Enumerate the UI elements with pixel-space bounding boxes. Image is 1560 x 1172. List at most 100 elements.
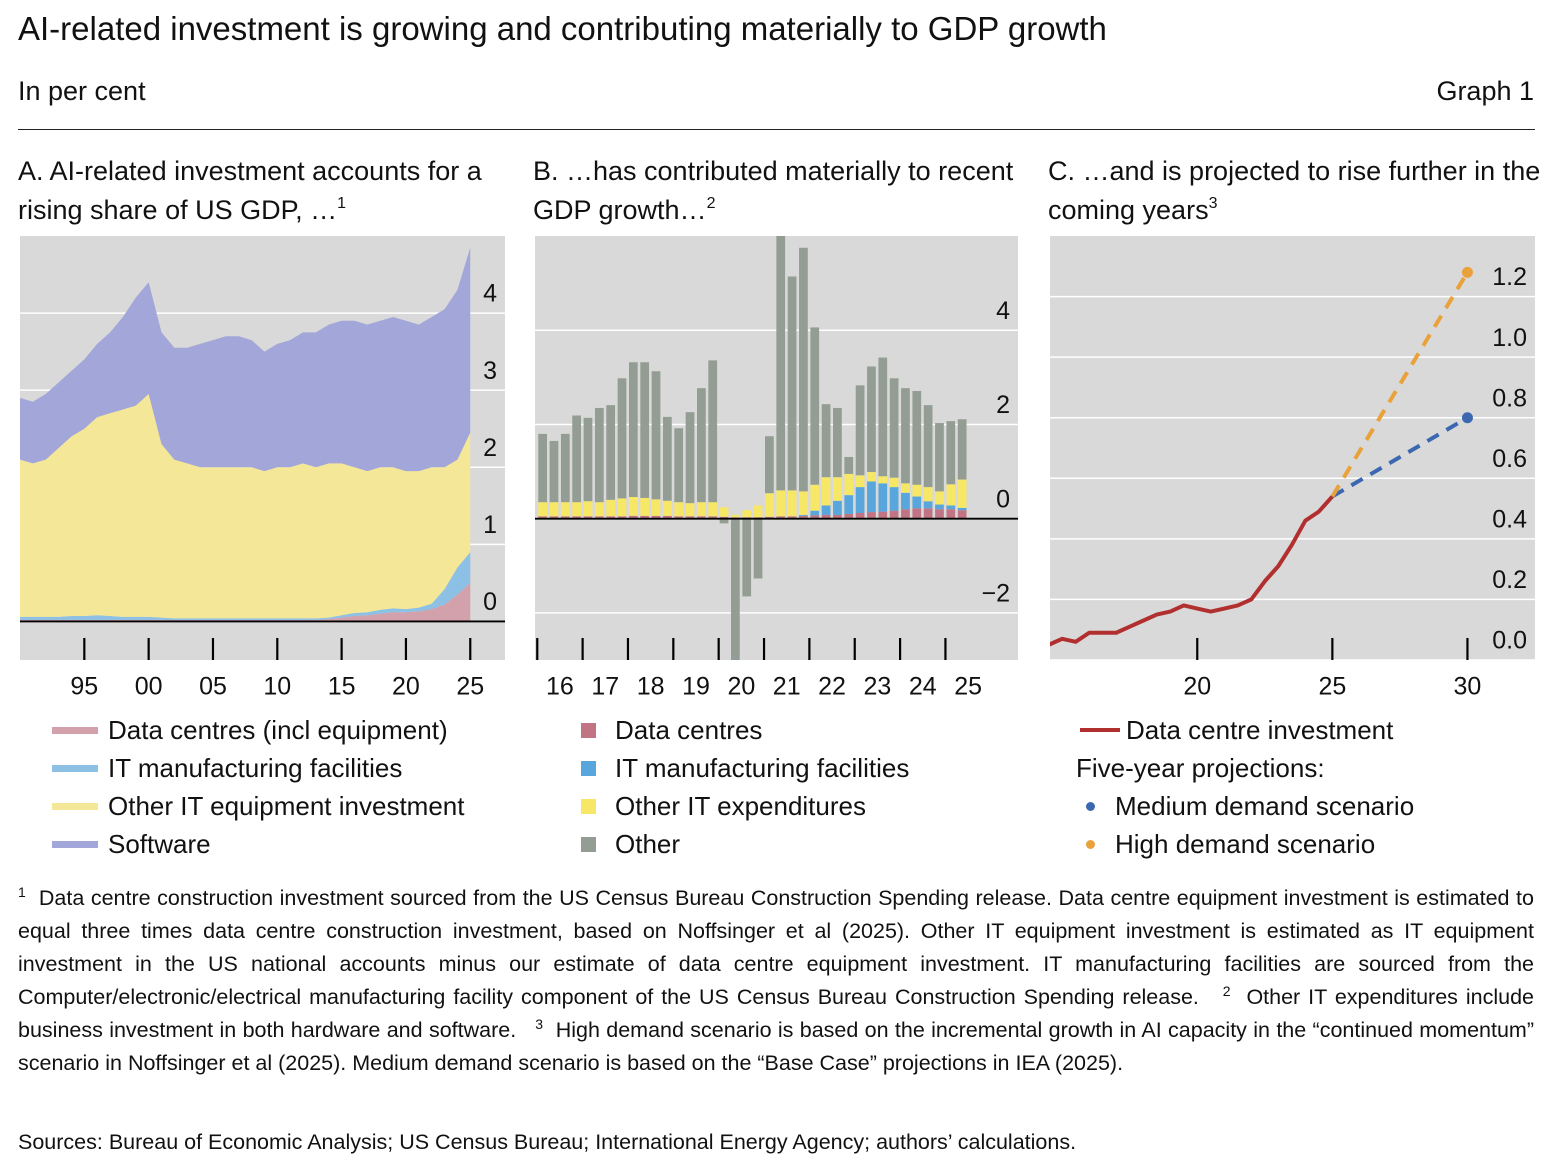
y-tick-label: 0.4: [1492, 505, 1527, 533]
bar-segment: [844, 473, 854, 496]
bar-segment: [957, 479, 967, 508]
bar-segment: [923, 501, 933, 509]
sources: Sources: Bureau of Economic Analysis; US…: [18, 1130, 1077, 1154]
bar-segment: [560, 516, 570, 519]
y-tick-label: 0.6: [1492, 445, 1527, 473]
bar-segment: [833, 500, 842, 515]
bar-segment: [799, 514, 808, 516]
bar-segment: [867, 512, 876, 519]
bar-segment: [583, 417, 593, 502]
x-tick-label: 23: [864, 673, 892, 701]
bar-segment: [697, 516, 706, 519]
bar-segment: [753, 518, 763, 579]
x-tick-label: 95: [70, 673, 98, 701]
bar-segment: [708, 502, 718, 517]
panel-title-text: A. AI-related investment accounts for a …: [18, 156, 482, 225]
bar-segment: [799, 515, 808, 519]
bar-segment: [640, 497, 650, 516]
x-tick-label: 25: [456, 673, 484, 701]
legend-item: Other: [567, 825, 909, 863]
bar-segment: [810, 515, 820, 519]
note-text: High demand scenario is based on the inc…: [18, 1018, 1534, 1075]
header-rule: [18, 129, 1535, 130]
x-tick-label: 21: [773, 673, 801, 701]
bar-segment: [855, 513, 865, 519]
bar-segment: [889, 487, 899, 511]
bar-segment: [742, 510, 752, 518]
plot-body: [20, 247, 505, 623]
bar-segment: [810, 510, 820, 516]
legend-swatch: [581, 722, 596, 738]
bar-segment: [799, 491, 808, 515]
bar-segment: [878, 357, 888, 477]
x-tick-label: 16: [546, 673, 574, 701]
end-marker: [1461, 266, 1473, 278]
x-tick-label: 30: [1454, 673, 1482, 701]
legend-item: Medium demand scenario: [1080, 787, 1414, 825]
bar-segment: [753, 505, 763, 518]
x-tick-label: 22: [818, 673, 846, 701]
legend-swatch: [1086, 839, 1095, 849]
x-tick-label: 25: [1318, 673, 1346, 701]
panel-title-note: 2: [706, 195, 716, 212]
bar-segment: [821, 477, 831, 506]
bar-segment: [651, 515, 661, 519]
bar-segment: [765, 493, 774, 517]
y-tick-label: 1.0: [1492, 324, 1527, 352]
bar-segment: [776, 490, 786, 517]
bar-segment: [844, 513, 854, 519]
title: AI-related investment is growing and con…: [18, 10, 1107, 47]
bar-segment: [821, 404, 831, 478]
legend-label: Data centres: [615, 715, 763, 745]
bar-segment: [697, 502, 706, 517]
bar-segment: [765, 436, 774, 494]
legend-item: IT manufacturing facilities: [567, 749, 909, 787]
bar-segment: [674, 428, 684, 503]
panel-title-note: 1: [337, 195, 347, 212]
legend-item: Data centre investment: [1080, 711, 1414, 749]
panel-title-text: B. …has contributed materially to recent…: [533, 156, 1014, 225]
area: [20, 394, 471, 619]
x-tick-label: 25: [954, 673, 982, 701]
bar-segment: [935, 509, 944, 519]
legend-label: Other IT equipment investment: [108, 791, 465, 821]
legend-label: High demand scenario: [1115, 829, 1376, 859]
x-tick-label: 20: [1183, 673, 1211, 701]
bar-segment: [549, 516, 559, 519]
bar-segment: [560, 433, 570, 503]
panel-title-note: 3: [1208, 195, 1218, 212]
bar-segment: [640, 362, 650, 498]
bar-segment: [935, 491, 944, 505]
legend-swatch: [1080, 727, 1120, 733]
bar-segment: [912, 508, 922, 519]
bar-segment: [697, 388, 706, 503]
x-tick-label: 10: [263, 673, 291, 701]
bar-segment: [810, 484, 820, 511]
panel-title: C. …and is projected to rise further in …: [1048, 152, 1548, 230]
bar-segment: [957, 507, 967, 511]
legend: Data centres (incl equipment) IT manufact…: [52, 711, 464, 863]
bar-segment: [821, 514, 831, 519]
bar-segment: [833, 514, 842, 519]
bar-segment: [538, 433, 548, 503]
end-marker: [1461, 412, 1473, 424]
bar-segment: [572, 415, 582, 503]
bar-segment: [923, 487, 933, 502]
note-mark: 3: [535, 1016, 543, 1032]
bar-segment: [844, 456, 854, 474]
bar-segment: [855, 487, 865, 514]
y-tick-label: 1: [483, 511, 497, 539]
bar-segment: [719, 518, 729, 524]
bar-segment: [606, 516, 616, 519]
bar-segment: [674, 516, 684, 519]
bar-segment: [901, 492, 910, 510]
legend-item: Software: [52, 825, 464, 863]
bar-segment: [662, 416, 672, 501]
bar-segment: [957, 510, 967, 519]
bar-segment: [674, 502, 684, 517]
bar-segment: [617, 498, 627, 517]
bar-segment: [878, 511, 888, 519]
legend-label: Data centre investment: [1126, 715, 1394, 745]
legend-swatch: [52, 726, 98, 734]
